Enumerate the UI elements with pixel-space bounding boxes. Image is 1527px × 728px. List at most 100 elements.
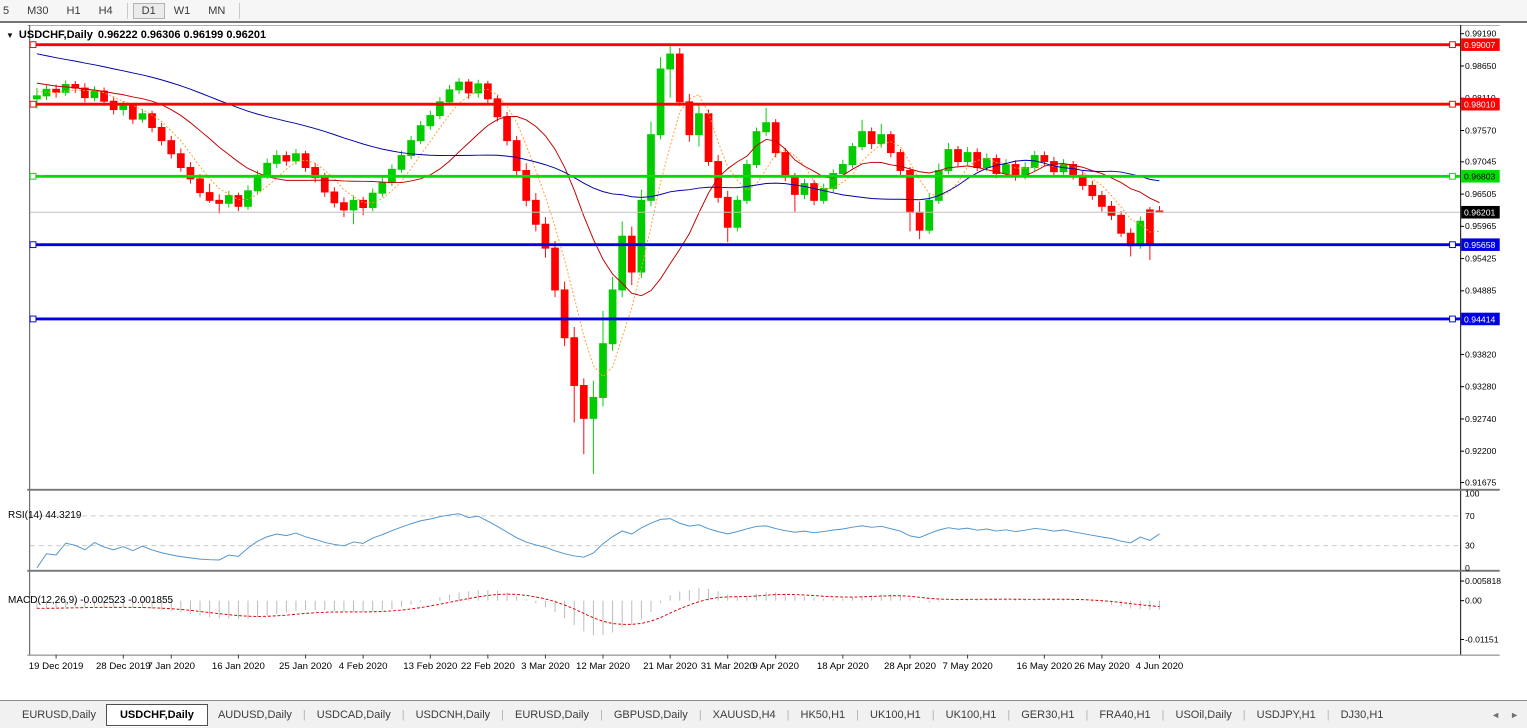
line-anchor-handle[interactable] [29, 172, 37, 180]
date-axis-label: 9 Apr 2020 [752, 661, 799, 672]
tab-scroll-right-icon[interactable]: ► [1510, 709, 1519, 720]
tab-separator: | [698, 708, 702, 721]
candle-body [647, 134, 655, 201]
candle-body [925, 199, 934, 231]
tab-scroll-left-icon[interactable]: ◄ [1491, 709, 1501, 720]
date-axis-label: 28 Dec 2019 [96, 661, 151, 672]
price-axis-tick-label: 0.93820 [1465, 349, 1496, 359]
line-anchor-handle[interactable] [1449, 100, 1456, 108]
candle-body [176, 153, 185, 168]
candle-body [81, 87, 89, 99]
candle-body [896, 152, 905, 171]
date-axis-label: 28 Apr 2020 [884, 661, 936, 672]
candle-body [215, 199, 224, 204]
chart-tab-eurusd-daily[interactable]: EURUSD,Daily [515, 708, 589, 721]
chart-tab-ger30-h1[interactable]: GER30,H1 [1021, 708, 1075, 721]
line-anchor-handle[interactable] [29, 241, 37, 249]
candle-body [675, 53, 684, 103]
candle-body [330, 191, 339, 204]
timeframe-button-m30[interactable]: M30 [27, 4, 49, 17]
date-axis-label: 3 Mar 2020 [521, 661, 570, 672]
price-badge-0.95658 [1461, 238, 1500, 251]
date-axis-label: 22 Feb 2020 [461, 661, 515, 672]
pane-separator[interactable] [27, 569, 1500, 572]
candle-body [743, 164, 751, 201]
candle-body [244, 190, 252, 207]
price-axis-tick-label: 0.95425 [1465, 253, 1496, 263]
candle-body [589, 396, 598, 419]
rsi-line [36, 513, 1160, 569]
price-axis-tick-label: 0.91675 [1465, 477, 1496, 487]
symbol-dropdown-icon[interactable]: ▼ [6, 30, 14, 40]
candle-body [129, 105, 137, 120]
chart-tab-uk100-h1[interactable]: UK100,H1 [870, 708, 921, 721]
timeframe-button-w1[interactable]: W1 [173, 4, 191, 17]
chart-tab-usdchf-daily[interactable]: USDCHF,Daily [105, 703, 208, 726]
price-badge-0.94414 [1461, 312, 1500, 326]
chart-tab-gbpusd-daily[interactable]: GBPUSD,Daily [613, 708, 688, 721]
line-anchor-handle[interactable] [1449, 315, 1456, 323]
tab-separator: | [786, 708, 790, 721]
rsi-axis-label: 100 [1465, 489, 1480, 499]
chart-tab-usdcad-daily[interactable]: USDCAD,Daily [316, 708, 391, 721]
candle-body [426, 115, 435, 127]
candle-body [1040, 155, 1049, 163]
date-axis-label: 7 Jan 2020 [147, 661, 195, 672]
line-anchor-handle[interactable] [29, 100, 37, 108]
candle-body [685, 101, 694, 136]
line-anchor-handle[interactable] [1449, 41, 1456, 49]
candle-body [196, 178, 204, 194]
chart-window[interactable]: 0.991900.986500.981100.975700.970450.965… [0, 25, 1527, 700]
candle-body [781, 152, 790, 177]
timeframe-button-mn[interactable]: MN [208, 4, 226, 17]
tab-separator: | [1161, 708, 1165, 721]
price-badge-0.96803 [1461, 170, 1500, 183]
candle-body [1098, 195, 1106, 207]
candle-body [340, 202, 348, 211]
chart-tab-xauusd-h4[interactable]: XAUUSD,H4 [712, 708, 776, 721]
chart-tab-fra40-h1[interactable]: FRA40,H1 [1099, 708, 1151, 721]
pane-separator[interactable] [27, 488, 1500, 491]
candle-body [301, 153, 310, 168]
timeframe-button-5[interactable]: 5 [3, 4, 10, 17]
line-anchor-handle[interactable] [29, 315, 37, 323]
timeframe-button-h1[interactable]: H1 [66, 4, 81, 17]
candle-body [397, 155, 406, 170]
chart-symbol-label: USDCHF,Daily [18, 29, 93, 41]
price-badge-0.99007 [1461, 38, 1500, 51]
chart-tab-usdcnh-daily[interactable]: USDCNH,Daily [415, 708, 491, 721]
macd-axis-label: 0.00 [1465, 596, 1482, 606]
macd-indicator-label: MACD(12,26,9) -0.002523 -0.001855 [8, 595, 174, 606]
candle-body [100, 90, 108, 102]
line-anchor-handle[interactable] [1449, 172, 1456, 180]
chart-tab-hk50-h1[interactable]: HK50,H1 [800, 708, 846, 721]
line-anchor-handle[interactable] [29, 41, 37, 49]
candle-body [877, 134, 886, 145]
timeframe-button-d1[interactable]: D1 [132, 2, 165, 19]
timeframe-button-h4[interactable]: H4 [98, 4, 113, 17]
chart-tab-dj30-h1[interactable]: DJ30,H1 [1340, 708, 1384, 721]
line-anchor-handle[interactable] [1449, 241, 1456, 249]
price-axis-tick-label: 0.92200 [1465, 446, 1496, 456]
moving-average-medium [36, 82, 1160, 297]
candle-body [234, 195, 243, 207]
chart-tab-eurusd-daily[interactable]: EURUSD,Daily [22, 708, 96, 721]
price-axis-tick-label: 0.97570 [1465, 125, 1496, 135]
chart-tab-usdjpy-h1[interactable]: USDJPY,H1 [1256, 708, 1316, 721]
candle-body [445, 89, 454, 103]
chart-tab-audusd-daily[interactable]: AUDUSD,Daily [217, 708, 292, 721]
macd-axis-label: 0.005818 [1465, 576, 1501, 586]
date-axis-label: 19 Dec 2019 [29, 661, 84, 672]
candle-body [416, 125, 425, 142]
candle-body [618, 235, 627, 291]
price-chart-canvas[interactable]: 0.991900.986500.981100.975700.970450.965… [0, 25, 1527, 700]
chart-tab-usoil-daily[interactable]: USOil,Daily [1175, 708, 1232, 721]
candle-body [714, 161, 722, 198]
candle-body [1146, 209, 1154, 246]
candle-body [579, 385, 588, 419]
toolbar-separator [126, 2, 128, 19]
chart-tab-uk100-h1[interactable]: UK100,H1 [945, 708, 997, 721]
price-badge-0.94414-text: 0.94414 [1464, 314, 1495, 324]
candle-body [464, 81, 473, 94]
candle-body [512, 140, 521, 171]
